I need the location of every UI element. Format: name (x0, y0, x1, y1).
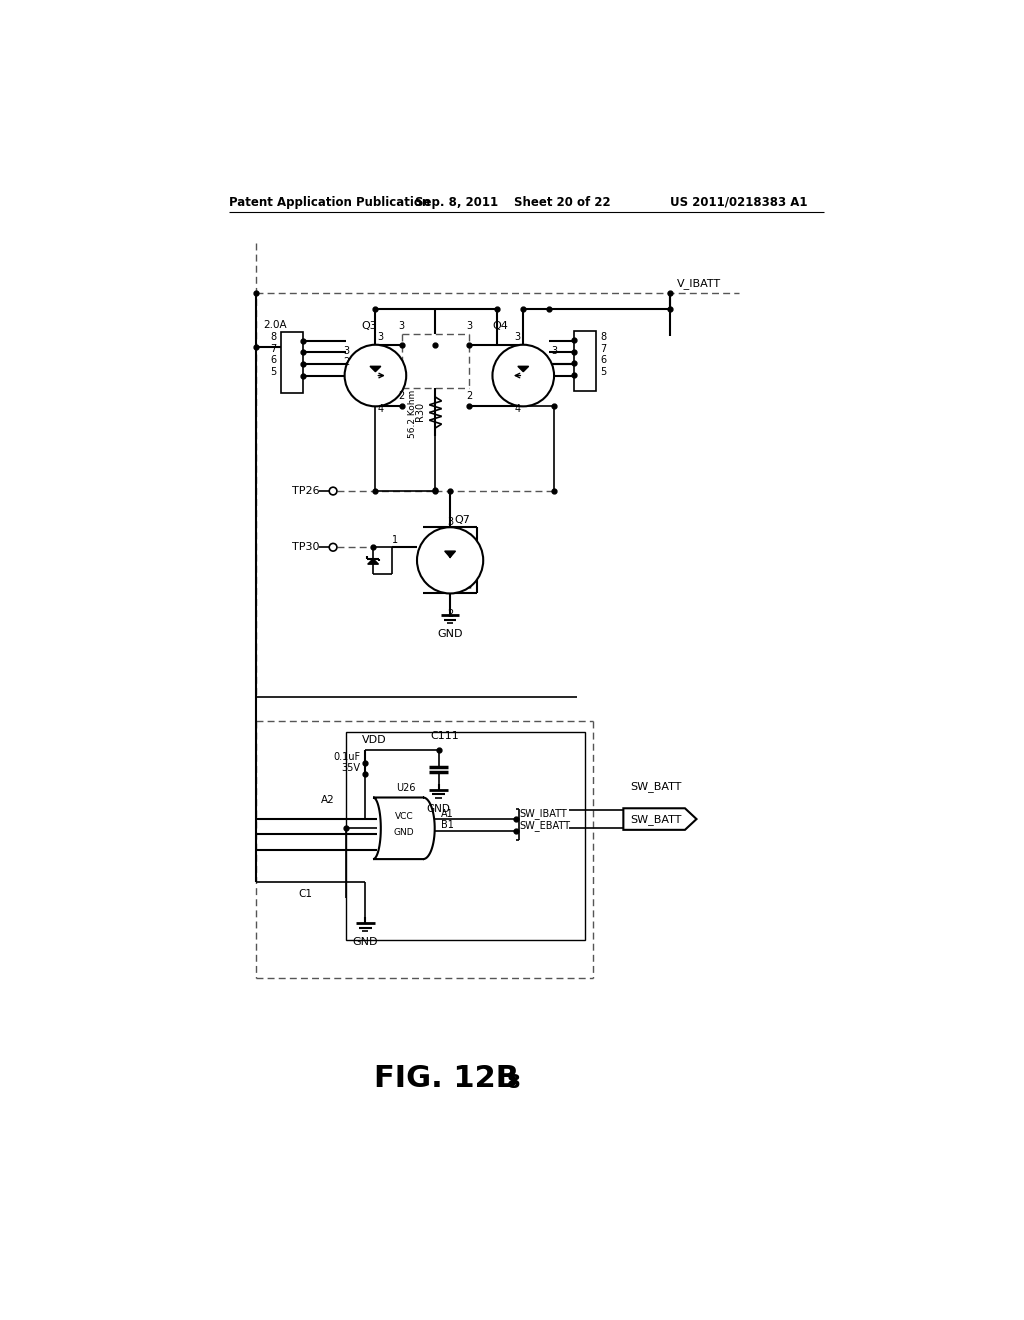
Text: 3: 3 (398, 321, 404, 331)
Text: 2: 2 (398, 391, 404, 400)
Text: 7: 7 (270, 343, 276, 354)
Text: TP26: TP26 (292, 486, 319, 496)
Text: 8: 8 (270, 333, 276, 342)
Text: 1: 1 (392, 535, 398, 545)
Text: 2: 2 (447, 610, 454, 619)
Text: 3: 3 (515, 333, 521, 342)
Text: B1: B1 (441, 820, 454, 830)
Text: 4: 4 (378, 404, 384, 413)
Text: 3: 3 (447, 517, 454, 527)
Text: 2: 2 (343, 358, 349, 367)
Circle shape (330, 544, 337, 552)
Text: A2: A2 (321, 795, 335, 805)
Text: 5: 5 (270, 367, 276, 376)
Polygon shape (444, 552, 456, 557)
Text: 7: 7 (600, 343, 606, 354)
Text: 2: 2 (466, 391, 472, 400)
Text: SW_BATT: SW_BATT (630, 813, 681, 825)
Text: GND: GND (352, 937, 378, 948)
Text: 8: 8 (600, 333, 606, 342)
Text: U26: U26 (395, 783, 415, 793)
Text: 3: 3 (343, 346, 349, 356)
Text: GND: GND (437, 630, 463, 639)
Text: GND: GND (427, 804, 451, 814)
Text: Sheet 20 of 22: Sheet 20 of 22 (514, 195, 610, 209)
Text: SW_IBATT: SW_IBATT (519, 808, 567, 820)
Text: SW_BATT: SW_BATT (630, 781, 681, 792)
Text: R30: R30 (416, 401, 425, 421)
Circle shape (493, 345, 554, 407)
Polygon shape (368, 558, 379, 564)
Text: Patent Application Publication: Patent Application Publication (229, 195, 430, 209)
Text: 3: 3 (551, 346, 557, 356)
Circle shape (330, 487, 337, 495)
Text: A1: A1 (441, 809, 454, 818)
Text: 3: 3 (466, 321, 472, 331)
Text: 2.0A: 2.0A (263, 321, 287, 330)
Text: V_IBATT: V_IBATT (677, 277, 721, 289)
Polygon shape (373, 797, 435, 859)
Text: C1: C1 (298, 888, 312, 899)
Text: Q3: Q3 (361, 321, 377, 331)
Text: C111: C111 (431, 731, 460, 741)
Text: Sep. 8, 2011: Sep. 8, 2011 (416, 195, 499, 209)
Text: US 2011/0218383 A1: US 2011/0218383 A1 (670, 195, 807, 209)
Text: 5: 5 (600, 367, 606, 376)
Text: GND: GND (393, 828, 415, 837)
Text: VCC: VCC (394, 812, 414, 821)
Text: SW_EBATT: SW_EBATT (519, 821, 570, 832)
Text: 0.1uF: 0.1uF (333, 752, 360, 763)
Text: 8: 8 (506, 1073, 520, 1092)
Bar (346, 733, 585, 940)
Bar (282, 331, 303, 393)
Polygon shape (370, 367, 381, 372)
Circle shape (345, 345, 407, 407)
Text: 35V: 35V (341, 763, 360, 774)
Text: TP30: TP30 (292, 543, 319, 552)
Text: 56.2 Kohm: 56.2 Kohm (408, 389, 417, 438)
Text: 3: 3 (378, 333, 384, 342)
Text: Q4: Q4 (493, 321, 508, 331)
Polygon shape (518, 367, 528, 372)
Bar (574, 331, 596, 391)
Circle shape (417, 527, 483, 594)
Text: Q7: Q7 (454, 515, 470, 525)
Text: 6: 6 (270, 355, 276, 366)
Text: VDD: VDD (361, 735, 386, 744)
Text: 4: 4 (515, 404, 521, 413)
Text: 6: 6 (600, 355, 606, 366)
Polygon shape (624, 808, 696, 830)
Text: FIG. 12B: FIG. 12B (374, 1064, 519, 1093)
